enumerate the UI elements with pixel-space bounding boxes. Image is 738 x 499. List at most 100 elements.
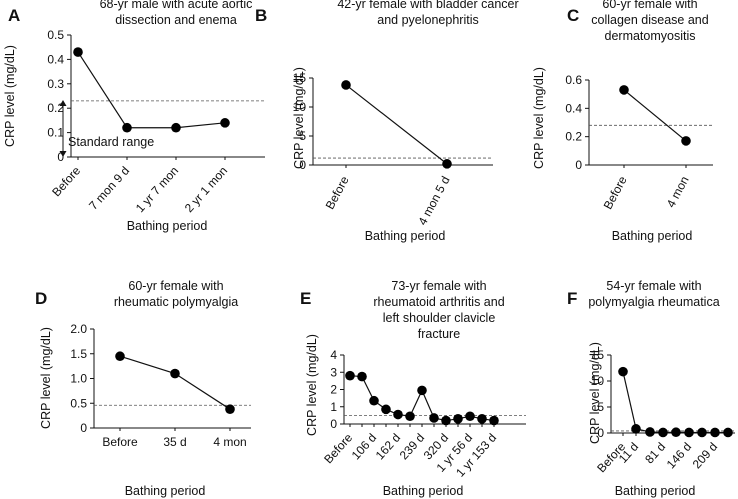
data-point [381,404,391,415]
data-point [115,351,125,362]
data-point [723,427,733,438]
y-tick-label: 0.5 [70,396,87,410]
y-axis-title: CRP level (mg/dL) [305,334,319,436]
x-tick-label: 146 d [664,440,694,472]
y-tick-label: 2 [330,383,337,397]
y-tick-label: 0.2 [565,130,582,144]
data-point [658,427,668,438]
chart-panel-c: C 60-yr female with collagen disease and de… [532,0,713,243]
y-tick-label: 0 [299,158,306,172]
x-tick-label: 4 mon [664,174,692,210]
y-tick-label: 0.2 [47,101,64,115]
y-tick-label: 2.0 [70,322,87,336]
chart-title-line: 73-yr female with [391,279,486,293]
y-axis-title: CRP level (mg/dL) [3,45,17,147]
chart-title-line: 42-yr female with bladder cancer [337,0,518,11]
x-axis-title: Bathing period [125,484,206,498]
y-tick-label: 1.0 [70,372,87,386]
chart-title-line: collagen disease and [591,13,708,27]
y-axis-title: CRP level (mg/dL) [39,327,53,429]
panel-label: B [255,6,267,25]
data-point [73,47,83,57]
chart-title-line: 60-yr female with [602,0,697,11]
standard-range-label: Standard range [68,135,154,149]
y-tick-label: 0.6 [565,73,582,87]
panel-label: A [8,6,20,25]
data-point [684,427,694,438]
y-tick-label: 15 [591,348,605,362]
y-axis-title: CRP level (mg/dL) [292,67,306,169]
data-point [369,395,379,406]
x-tick-label: 239 d [397,431,427,463]
range-arrow-head-up [59,100,67,106]
data-point [341,80,351,90]
x-tick-label: Before [321,430,355,466]
y-axis-title: CRP level (mg/dL) [588,342,602,444]
data-point [220,118,230,128]
data-point [631,424,641,434]
data-point [645,427,655,437]
x-tick-label: Before [323,174,352,212]
data-point [441,415,451,426]
y-tick-label: 0 [330,417,337,431]
data-point [619,85,629,95]
x-tick-label: Before [601,174,630,212]
chart-title-line: rheumatoid arthritis and [373,295,504,309]
data-point [171,122,181,133]
data-point [465,411,475,422]
data-point [122,122,132,133]
data-point [671,427,681,438]
chart-panel-f: F 54-yr female with polymyalgia rheumatica… [567,279,735,498]
data-point [405,411,415,422]
data-point [345,370,355,381]
chart-title-line: 60-yr female with [128,279,223,293]
data-point [170,368,180,379]
chart-title-line: 68-yr male with acute aortic [100,0,253,11]
y-tick-label: 0.5 [47,28,64,42]
x-tick-label: 4 mon 5 d [415,174,452,228]
series-line [623,89,687,142]
x-tick-label: 35 d [163,435,186,449]
y-tick-label: 0 [80,421,87,435]
range-arrow-head-down [59,151,67,157]
y-tick-label: 5 [299,129,306,143]
chart-panel-b: B 42-yr female with bladder cancer and pye… [255,0,519,243]
panel-label: C [567,6,579,25]
chart-panel-e: E 73-yr female with rheumatoid arthritis a… [300,279,526,498]
data-point [618,366,628,377]
data-point [225,404,235,414]
data-point [489,415,499,426]
data-point [442,159,452,169]
y-tick-label: 1.5 [70,347,87,361]
y-tick-label: 1 [330,400,337,414]
panel-label: E [300,289,311,308]
data-point [417,385,427,396]
series-line [77,51,226,129]
chart-title-line: rheumatic polymyalgia [114,295,238,309]
x-tick-label: 7 mon 9 d [86,164,132,213]
data-point [710,427,720,438]
x-axis-title: Bathing period [612,229,693,243]
data-point [393,409,403,420]
x-tick-label: 2 yr 1 mon [182,164,230,216]
panel-label: D [35,289,47,308]
x-tick-label: 4 mon [213,435,246,449]
x-tick-label: 1 yr 7 mon [133,164,181,216]
x-tick-label: 106 d [349,431,379,463]
chart-title-line: polymyalgia rheumatica [588,295,719,309]
data-point [697,427,707,438]
y-tick-label: 0 [597,426,604,440]
y-tick-label: 5 [597,400,604,414]
data-point [477,414,487,424]
series-line [119,355,231,410]
x-tick-label: 162 d [373,431,403,463]
chart-title-line: dissection and enema [115,13,237,27]
data-point [453,414,463,424]
x-tick-label: Before [49,163,83,199]
chart-title-line: left shoulder clavicle [383,311,496,325]
y-tick-label: 3 [330,365,337,379]
data-point [681,136,691,146]
y-tick-label: 10 [293,100,307,114]
chart-title-line: and pyelonephritis [377,13,478,27]
